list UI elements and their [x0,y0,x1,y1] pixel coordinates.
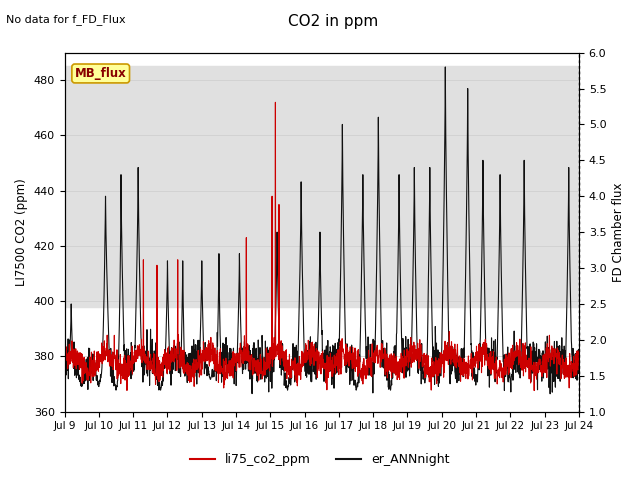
Bar [65,66,579,307]
Text: No data for f_FD_Flux: No data for f_FD_Flux [6,14,126,25]
Y-axis label: FD Chamber flux: FD Chamber flux [612,182,625,282]
Text: MB_flux: MB_flux [75,67,127,80]
Text: CO2 in ppm: CO2 in ppm [287,14,378,29]
Legend: li75_co2_ppm, er_ANNnight: li75_co2_ppm, er_ANNnight [186,448,454,471]
Y-axis label: LI7500 CO2 (ppm): LI7500 CO2 (ppm) [15,178,28,286]
